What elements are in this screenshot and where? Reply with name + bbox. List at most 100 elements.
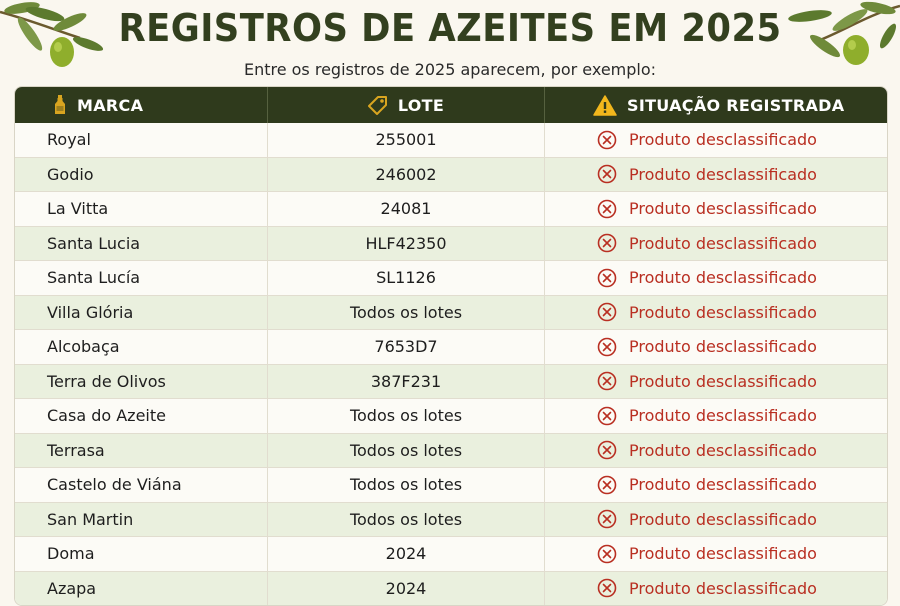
cell-lote: Todos os lotes (267, 433, 544, 467)
cell-situacao: Produto desclassificado (544, 295, 887, 329)
cell-marca: Terrasa (47, 440, 105, 460)
cell-marca: Azapa (47, 578, 97, 598)
x-circle-icon (597, 302, 617, 322)
cell-lote: 2024 (267, 537, 544, 571)
bottle-icon (53, 95, 67, 115)
status-text: Produto desclassificado (629, 509, 817, 529)
x-circle-icon (597, 371, 617, 391)
table-row: Terrasa Todos os lotes Produto desclassi… (15, 432, 887, 467)
cell-situacao: Produto desclassificado (544, 364, 887, 398)
status-text: Produto desclassificado (629, 233, 817, 253)
cell-situacao: Produto desclassificado (544, 571, 887, 605)
cell-situacao: Produto desclassificado (544, 433, 887, 467)
column-header-label: SITUAÇÃO REGISTRADA (627, 95, 845, 115)
cell-situacao: Produto desclassificado (544, 399, 887, 433)
status-text: Produto desclassificado (629, 302, 817, 322)
status-text: Produto desclassificado (629, 337, 817, 357)
cell-marca: Alcobaça (47, 337, 120, 357)
x-circle-icon (597, 578, 617, 598)
x-circle-icon (597, 130, 617, 150)
cell-marca: Terra de Olivos (47, 371, 166, 391)
cell-lote: Todos os lotes (267, 468, 544, 502)
cell-marca: Casa do Azeite (47, 406, 166, 426)
cell-situacao: Produto desclassificado (544, 123, 887, 157)
column-header-label: MARCA (77, 95, 144, 115)
column-header-situacao: SITUAÇÃO REGISTRADA (544, 87, 887, 123)
x-circle-icon (597, 509, 617, 529)
warning-icon (593, 94, 617, 116)
tag-icon (367, 95, 388, 115)
table-row: Doma 2024 Produto desclassificado (15, 536, 887, 571)
cell-marca: Royal (47, 130, 91, 150)
page-title: REGISTROS DE AZEITES EM 2025 (118, 6, 782, 50)
cell-marca: Godio (47, 164, 94, 184)
cell-marca: Doma (47, 544, 95, 564)
cell-situacao: Produto desclassificado (544, 330, 887, 364)
status-text: Produto desclassificado (629, 199, 817, 219)
registros-table: MARCA LOTE SITUAÇÃO REGISTRADA Roy (14, 86, 888, 606)
column-header-marca: MARCA (15, 87, 267, 123)
cell-lote: 24081 (267, 192, 544, 226)
x-circle-icon (597, 544, 617, 564)
table-row: Azapa 2024 Produto desclassificado (15, 570, 887, 605)
cell-lote: 7653D7 (267, 330, 544, 364)
x-circle-icon (597, 440, 617, 460)
cell-situacao: Produto desclassificado (544, 226, 887, 260)
cell-marca: Castelo de Viána (47, 475, 182, 495)
olive-branch-left-icon (0, 2, 104, 67)
table-row: Alcobaça 7653D7 Produto desclassificado (15, 329, 887, 364)
table-body: Royal 255001 Produto desclassificado God… (15, 123, 887, 605)
x-circle-icon (597, 337, 617, 357)
table-row: Terra de Olivos 387F231 Produto desclass… (15, 363, 887, 398)
table-row: Godio 246002 Produto desclassificado (15, 156, 887, 191)
cell-situacao: Produto desclassificado (544, 502, 887, 536)
column-header-lote: LOTE (267, 87, 544, 123)
x-circle-icon (597, 199, 617, 219)
cell-lote: Todos os lotes (267, 399, 544, 433)
x-circle-icon (597, 475, 617, 495)
cell-lote: 246002 (267, 157, 544, 191)
status-text: Produto desclassificado (629, 371, 817, 391)
cell-lote: 2024 (267, 571, 544, 605)
status-text: Produto desclassificado (629, 578, 817, 598)
cell-lote: Todos os lotes (267, 295, 544, 329)
table-row: Santa Lucía SL1126 Produto desclassifica… (15, 260, 887, 295)
cell-lote: SL1126 (267, 261, 544, 295)
status-text: Produto desclassificado (629, 164, 817, 184)
table-row: Castelo de Viána Todos os lotes Produto … (15, 467, 887, 502)
table-row: Villa Glória Todos os lotes Produto desc… (15, 294, 887, 329)
cell-lote: 255001 (267, 123, 544, 157)
x-circle-icon (597, 268, 617, 288)
table-row: San Martin Todos os lotes Produto descla… (15, 501, 887, 536)
olive-branch-right-icon (788, 1, 900, 65)
table-row: Royal 255001 Produto desclassificado (15, 123, 887, 157)
x-circle-icon (597, 406, 617, 426)
cell-situacao: Produto desclassificado (544, 157, 887, 191)
cell-marca: Santa Lucía (47, 268, 141, 288)
cell-lote: HLF42350 (267, 226, 544, 260)
cell-marca: Villa Glória (47, 302, 134, 322)
x-circle-icon (597, 233, 617, 253)
cell-situacao: Produto desclassificado (544, 192, 887, 226)
status-text: Produto desclassificado (629, 544, 817, 564)
table-row: Santa Lucia HLF42350 Produto desclassifi… (15, 225, 887, 260)
table-header: MARCA LOTE SITUAÇÃO REGISTRADA (15, 87, 887, 123)
status-text: Produto desclassificado (629, 440, 817, 460)
status-text: Produto desclassificado (629, 406, 817, 426)
x-circle-icon (597, 164, 617, 184)
cell-situacao: Produto desclassificado (544, 537, 887, 571)
cell-lote: 387F231 (267, 364, 544, 398)
cell-marca: Santa Lucia (47, 233, 141, 253)
cell-marca: La Vitta (47, 199, 109, 219)
status-text: Produto desclassificado (629, 268, 817, 288)
status-text: Produto desclassificado (629, 130, 817, 150)
cell-situacao: Produto desclassificado (544, 261, 887, 295)
cell-lote: Todos os lotes (267, 502, 544, 536)
status-text: Produto desclassificado (629, 475, 817, 495)
table-row: La Vitta 24081 Produto desclassificado (15, 191, 887, 226)
table-row: Casa do Azeite Todos os lotes Produto de… (15, 398, 887, 433)
cell-marca: San Martin (47, 509, 134, 529)
page-subtitle: Entre os registros de 2025 aparecem, por… (243, 60, 657, 79)
column-header-label: LOTE (397, 95, 445, 115)
cell-situacao: Produto desclassificado (544, 468, 887, 502)
